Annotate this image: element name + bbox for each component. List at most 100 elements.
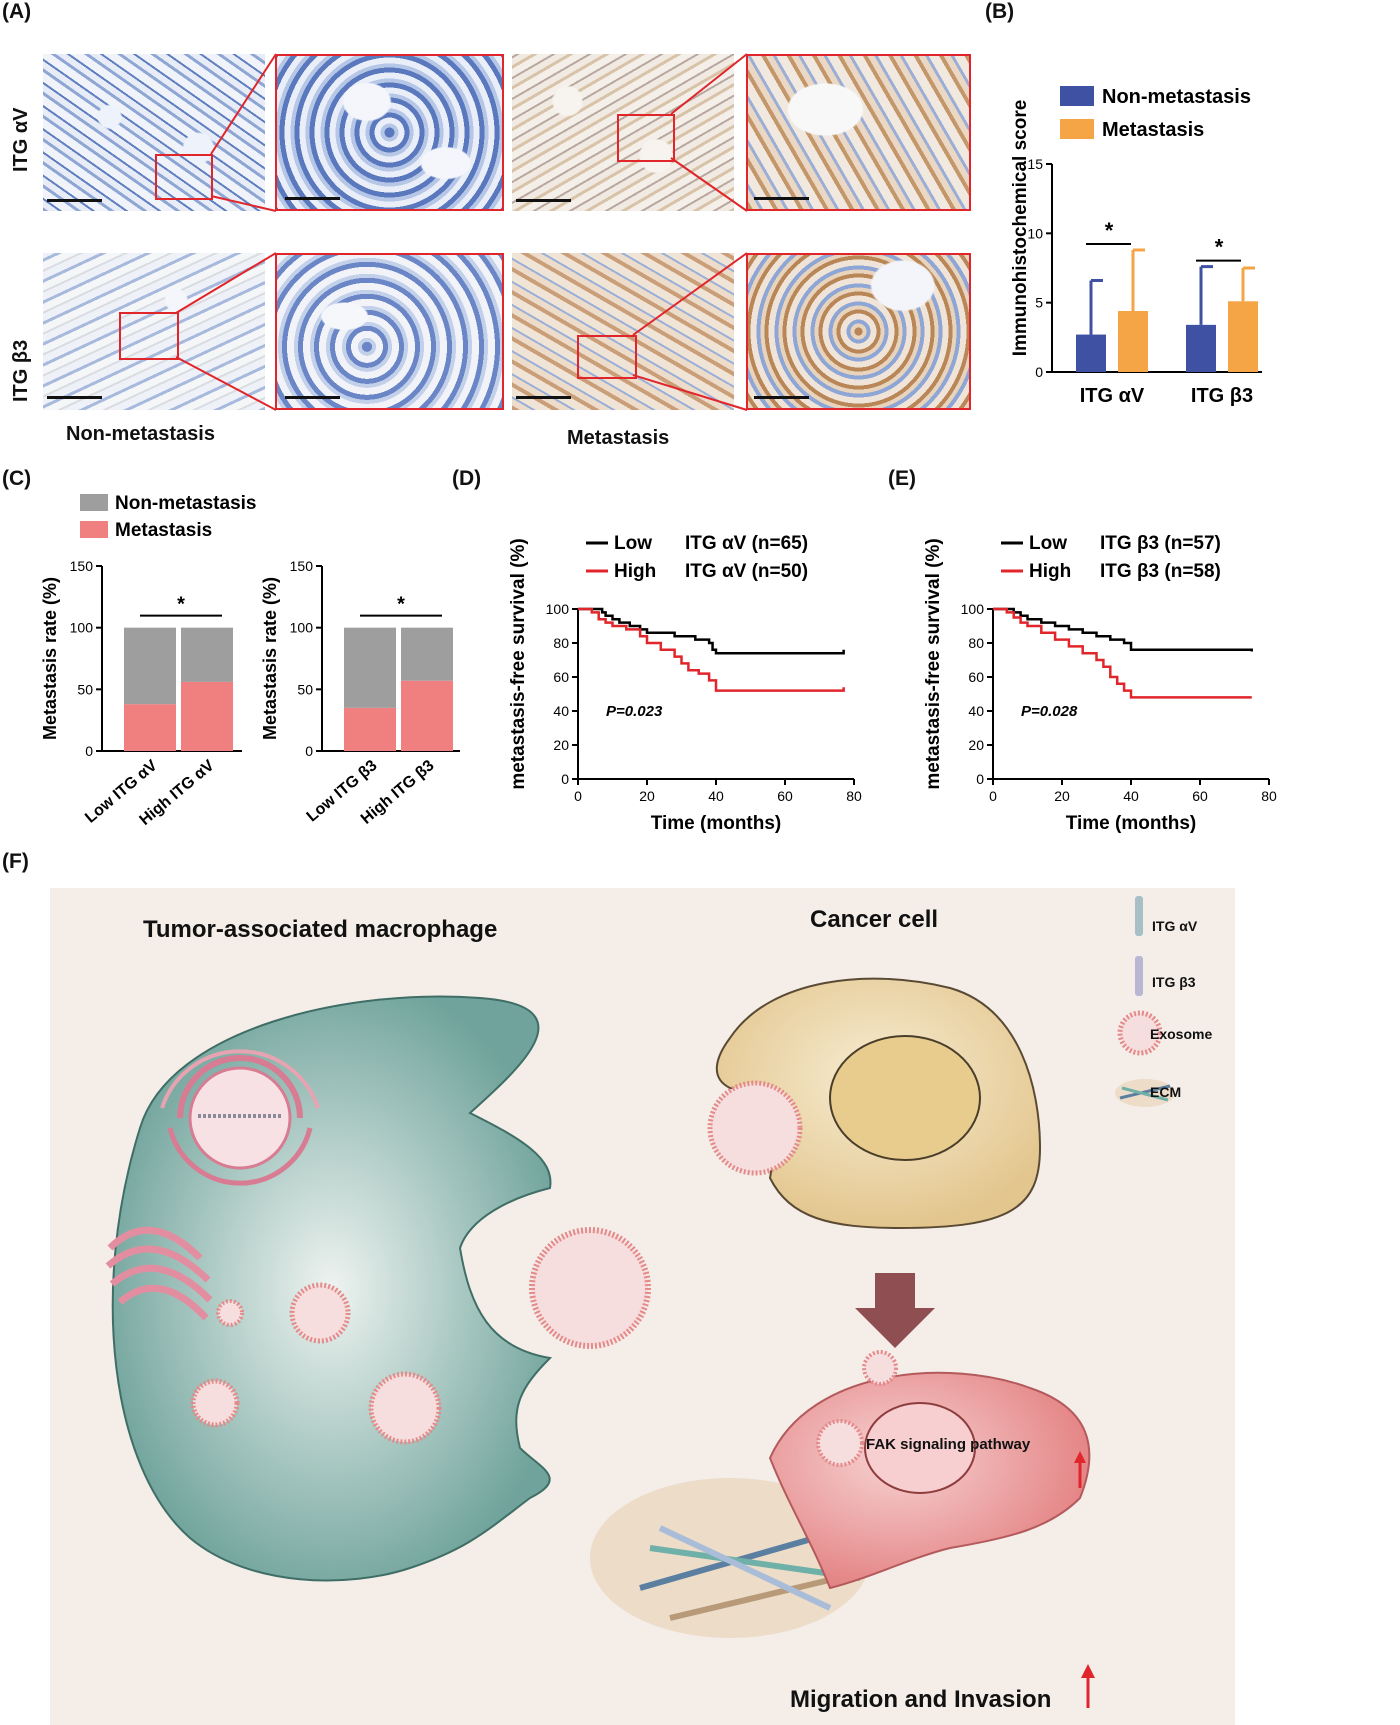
zoom-connectors-row2: [175, 252, 748, 411]
legend-swatch: [80, 521, 108, 538]
significance-star: *: [177, 594, 185, 616]
caption-metastasis: Metastasis: [567, 427, 670, 449]
chart-e: 0 20 40 60 80 100 0 20 40 60 80 metastasis-free sur…: [923, 533, 1277, 834]
y-tick-label: 10: [1027, 225, 1043, 241]
zoom-box-met-av: [617, 114, 675, 162]
x-tick-label: 20: [639, 788, 655, 804]
bar-segment: [181, 627, 233, 682]
y-tick-label: 20: [968, 737, 984, 753]
legend-label: Low: [1029, 533, 1067, 554]
micrograph-nonmet-av-zoom: [275, 54, 504, 211]
zoom-connectors-row1: [210, 53, 748, 212]
y-tick-label: 80: [968, 635, 984, 651]
exosome: [190, 1378, 240, 1428]
legend-label: Low: [614, 533, 652, 554]
micrograph-met-av-zoom: [746, 54, 971, 211]
legend-label: Metastasis: [115, 520, 212, 541]
y-tick-label: 60: [553, 669, 569, 685]
x-tick-label: 60: [777, 788, 793, 804]
legend-label: High: [1029, 561, 1071, 582]
zoom-box-nonmet-av: [155, 154, 213, 200]
y-tick-label: 100: [961, 601, 985, 617]
y-axis-label: metastasis-free survival (%): [508, 538, 529, 789]
y-axis-label: metastasis-free survival (%): [923, 538, 944, 789]
survival-curve: [578, 607, 845, 692]
chart-d: 0 20 40 60 80 100 0 20 40 60 80 metastasis-free sur…: [508, 533, 862, 834]
panel-label-b: (B): [985, 0, 1015, 23]
exosome: [862, 1350, 898, 1386]
scale-bar: [516, 396, 571, 399]
y-axis-label: Metastasis rate (%): [260, 577, 280, 740]
outcome-label: Migration and Invasion: [790, 1686, 1052, 1713]
y-tick-label: 50: [297, 681, 313, 697]
survival-curve: [993, 607, 1253, 652]
pathway-label: FAK signaling pathway: [866, 1436, 1031, 1453]
micrograph-met-b3-zoom: [746, 253, 971, 410]
scale-bar: [516, 199, 571, 202]
y-tick-label: 100: [546, 601, 570, 617]
exosome: [368, 1371, 442, 1445]
x-tick-label: 80: [846, 788, 862, 804]
legend-itg-av: ITG αV: [1152, 918, 1198, 934]
y-tick-label: 40: [553, 703, 569, 719]
zoom-box-met-b3: [577, 335, 637, 379]
significance-star: *: [1105, 218, 1114, 243]
arrow-down: [855, 1273, 935, 1348]
bar-segment: [124, 704, 176, 751]
panel-label-d: (D): [452, 467, 482, 490]
exosome: [289, 1282, 351, 1344]
cancer-nucleus: [829, 1035, 981, 1161]
legend-label: ITG αV (n=50): [685, 561, 808, 582]
x-tick-label: 40: [708, 788, 724, 804]
scale-bar: [285, 197, 340, 200]
schematic-title-macrophage: Tumor-associated macrophage: [143, 916, 498, 943]
scale-bar: [754, 197, 809, 200]
bar-segment: [401, 627, 453, 681]
bar-segment: [344, 627, 396, 708]
p-value: P=0.023: [606, 703, 663, 720]
legend-ecm: ECM: [1150, 1084, 1182, 1100]
legend-label: Non-metastasis: [115, 493, 257, 514]
x-tick-label: 40: [1123, 788, 1139, 804]
y-tick-label: 0: [85, 743, 93, 759]
x-tick-label: 0: [574, 788, 582, 804]
bar-segment: [124, 627, 176, 705]
bar-segment: [181, 681, 233, 751]
y-tick-label: 40: [968, 703, 984, 719]
x-axis-label: Time (months): [1066, 813, 1197, 834]
bar: [1076, 334, 1106, 372]
scale-bar: [47, 396, 102, 399]
y-tick-label: 60: [968, 669, 984, 685]
y-tick-label: 0: [561, 771, 569, 787]
micrograph-met-b3: [512, 253, 734, 410]
y-axis-label: Immunohistochemical score: [1010, 100, 1031, 357]
y-tick-label: 50: [77, 681, 93, 697]
bar-segment: [344, 707, 396, 751]
y-tick-label: 0: [976, 771, 984, 787]
caption-non-metastasis: Non-metastasis: [66, 423, 215, 445]
x-tick-label: 80: [1261, 788, 1277, 804]
x-tick-label: 20: [1054, 788, 1070, 804]
exosome: [707, 1080, 803, 1176]
micrograph-nonmet-av: [43, 54, 265, 211]
panel-label-a: (A): [2, 0, 32, 23]
y-tick-label: 80: [553, 635, 569, 651]
y-tick-label: 15: [1027, 156, 1043, 172]
legend-swatch: [1060, 119, 1094, 139]
significance-star: *: [1215, 235, 1224, 260]
y-tick-label: 5: [1035, 295, 1043, 311]
scale-bar: [285, 396, 340, 399]
legend-swatch: [1060, 86, 1094, 106]
panel-label-f: (F): [2, 850, 29, 873]
y-tick-label: 150: [70, 558, 94, 574]
legend-exosome: Exosome: [1150, 1026, 1213, 1042]
y-tick-label: 100: [290, 620, 314, 636]
legend-label: ITG β3 (n=57): [1100, 533, 1221, 554]
legend-label: Metastasis: [1102, 119, 1204, 141]
exosome-icon: [1117, 1010, 1163, 1056]
scale-bar: [754, 396, 809, 399]
panel-label-e: (E): [888, 467, 916, 490]
schematic-drawing: [105, 896, 1175, 1708]
bar: [1186, 324, 1216, 372]
